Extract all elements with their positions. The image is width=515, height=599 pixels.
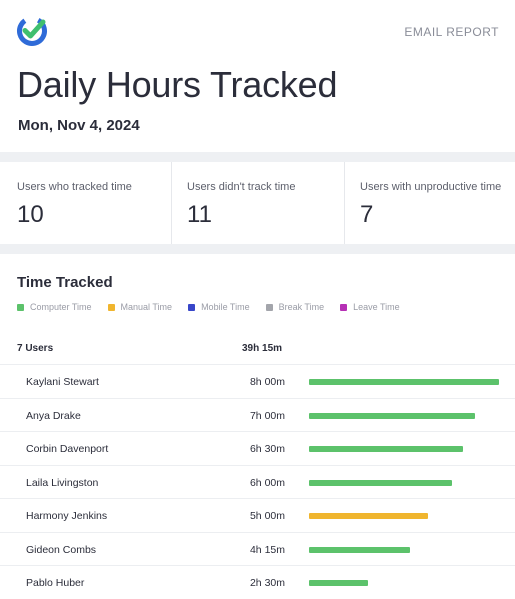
user-duration: 5h 00m	[249, 510, 285, 522]
legend-label: Mobile Time	[201, 302, 250, 312]
section-divider	[0, 152, 515, 162]
check-badge-icon	[17, 15, 47, 46]
time-bar	[309, 379, 499, 385]
user-name: Pablo Huber	[26, 577, 85, 589]
time-bar	[309, 513, 428, 519]
total-duration: 39h 15m	[242, 343, 283, 354]
page-title: Daily Hours Tracked	[17, 64, 338, 105]
users-count: 7 Users	[17, 343, 54, 354]
time-bar	[309, 580, 368, 586]
stat-tracked: Users who tracked time 10	[0, 162, 172, 244]
stat-not-tracked: Users didn't track time 11	[172, 162, 345, 244]
user-name: Laila Livingston	[26, 476, 99, 489]
legend-swatch	[188, 303, 196, 311]
legend-swatch	[107, 303, 115, 311]
summary-stats: Users who tracked time 10 Users didn't t…	[0, 162, 515, 244]
legend-item-leave: Leave Time	[340, 302, 400, 312]
section-title: Time Tracked	[17, 274, 113, 291]
user-duration: 7h 00m	[249, 409, 285, 422]
table-row: Pablo Huber 2h 30m	[0, 566, 515, 599]
time-bar	[309, 479, 452, 486]
legend-swatch	[17, 303, 24, 311]
stat-label: Users with unproductive time	[360, 181, 502, 193]
section-divider	[0, 244, 515, 254]
user-rows: Kaylani Stewart 8h 00m Anya Drake 7h 00m…	[0, 365, 515, 599]
user-duration: 2h 30m	[249, 577, 285, 589]
report-header: EMAIL REPORT Daily Hours Tracked Mon, No…	[0, 0, 515, 152]
table-row: Anya Drake 7h 00m	[0, 399, 515, 432]
legend: Computer Time Manual Time Mobile Time Br…	[17, 302, 416, 312]
time-bar	[309, 446, 463, 452]
stat-value: 11	[187, 201, 212, 228]
legend-label: Manual Time	[120, 302, 173, 312]
table-row: Laila Livingston 6h 00m	[0, 466, 515, 499]
stat-value: 7	[360, 201, 374, 228]
user-name: Harmony Jenkins	[26, 510, 108, 522]
legend-item-break: Break Time	[265, 302, 325, 312]
stat-label: Users who tracked time	[17, 181, 132, 193]
user-name: Corbin Davenport	[26, 443, 109, 455]
stat-label: Users didn't track time	[187, 181, 296, 193]
user-duration: 4h 15m	[249, 543, 285, 556]
legend-label: Break Time	[278, 302, 325, 312]
table-row: Harmony Jenkins 5h 00m	[0, 499, 515, 533]
stat-unproductive: Users with unproductive time 7	[345, 162, 515, 244]
legend-item-mobile: Mobile Time	[188, 302, 250, 312]
user-duration: 6h 30m	[249, 443, 285, 455]
user-duration: 6h 00m	[249, 476, 285, 489]
table-row: Corbin Davenport 6h 30m	[0, 432, 515, 466]
user-name: Gideon Combs	[26, 543, 97, 556]
legend-label: Computer Time	[30, 302, 92, 312]
time-bar	[309, 546, 410, 553]
legend-label: Leave Time	[353, 302, 400, 312]
table-row: Kaylani Stewart 8h 00m	[0, 365, 515, 399]
legend-item-computer: Computer Time	[17, 302, 92, 312]
report-date: Mon, Nov 4, 2024	[18, 117, 140, 134]
user-name: Anya Drake	[26, 409, 81, 422]
stat-value: 10	[17, 201, 44, 228]
user-name: Kaylani Stewart	[26, 376, 99, 388]
email-report-label: EMAIL REPORT	[404, 25, 499, 39]
user-duration: 8h 00m	[249, 376, 285, 388]
legend-swatch	[265, 303, 273, 311]
legend-swatch	[340, 303, 348, 311]
time-bar	[309, 412, 475, 419]
table-header: 7 Users 39h 15m	[0, 333, 515, 365]
legend-item-manual: Manual Time	[107, 302, 173, 312]
table-row: Gideon Combs 4h 15m	[0, 533, 515, 566]
